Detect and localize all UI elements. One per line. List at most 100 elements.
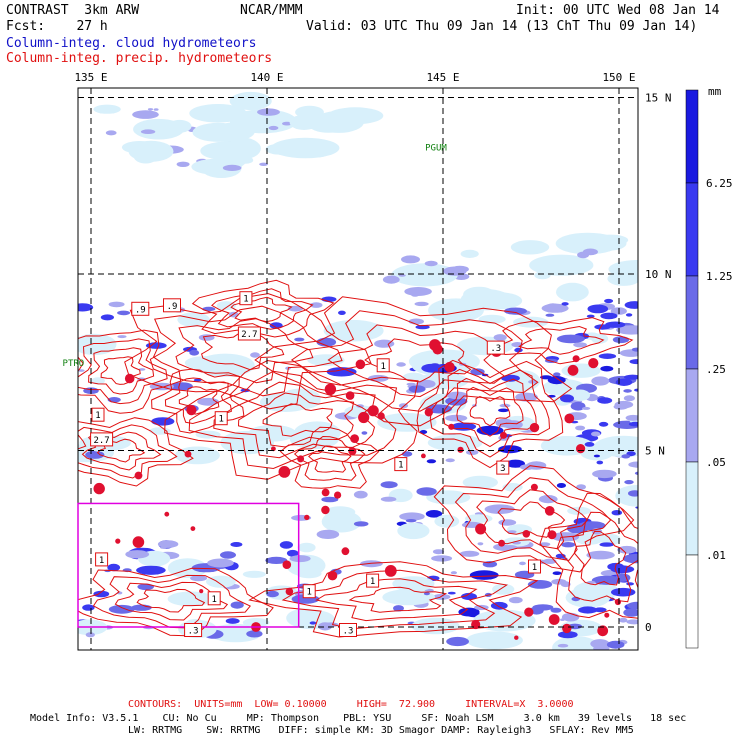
contour-label-box — [131, 301, 150, 316]
cloud-patch — [414, 301, 429, 307]
contour-label: 2.7 — [241, 330, 257, 340]
cloud-patch — [510, 240, 550, 255]
cloud-patch — [361, 431, 368, 435]
cloud-patch — [222, 164, 242, 171]
contour-label: 1 — [218, 415, 223, 425]
precip-cell — [576, 444, 586, 454]
cloud-patch — [399, 512, 425, 521]
cloud-patch — [626, 619, 638, 625]
precip-contour — [136, 588, 206, 613]
cloud-patch — [338, 310, 346, 315]
precip-cell — [186, 405, 197, 416]
precip-cell — [530, 483, 538, 491]
cloud-patch — [628, 461, 638, 468]
precip-cell — [564, 413, 575, 424]
cloud-patch — [552, 571, 562, 575]
cloud-patch — [570, 389, 590, 401]
precip-contour — [175, 318, 314, 384]
precip-cell — [588, 358, 599, 369]
precip-cell — [115, 538, 121, 544]
cloud-patch — [229, 91, 272, 111]
cloud-patch — [624, 480, 634, 485]
contour-label: 1 — [211, 595, 216, 605]
cloud-patch — [504, 307, 527, 315]
cloud-patch — [604, 298, 614, 304]
cloud-patch — [600, 365, 614, 372]
cloud-patch — [157, 540, 179, 548]
precip-cell — [199, 589, 204, 594]
precip-cell — [500, 431, 507, 439]
cloud-patch — [561, 542, 576, 548]
cloud-patch — [592, 469, 617, 479]
cloud-patch — [492, 583, 515, 595]
cloud-patch — [200, 141, 254, 161]
cloud-patch — [616, 325, 638, 335]
cloud-patch — [423, 592, 430, 596]
cloud-patch — [202, 306, 216, 312]
cloud-patch — [230, 542, 243, 547]
precip-cell — [190, 526, 196, 531]
cloud-patch — [250, 352, 260, 358]
cloud-patch — [631, 347, 638, 352]
precip-contour — [78, 338, 168, 405]
lat-label: 10 N — [645, 268, 672, 281]
contour-label-box — [376, 358, 390, 373]
cloud-patch — [380, 496, 397, 502]
cloud-patch — [573, 342, 587, 348]
cloud-patch — [591, 431, 601, 437]
cloud-patch — [584, 442, 595, 447]
place-label: PGUM — [425, 143, 447, 153]
cloud-patch — [598, 421, 609, 427]
precip-cell — [132, 536, 145, 548]
cloud-patch — [628, 421, 638, 427]
cloud-patch — [321, 496, 339, 503]
legend-swatch — [685, 182, 699, 277]
contour-info: CONTOURS: UNITS=mm LOW= 0.10000 HIGH= 72… — [128, 699, 574, 710]
cloud-patch — [230, 601, 244, 609]
cloud-patch — [117, 335, 127, 339]
contour-label-box — [237, 326, 261, 341]
precip-cell — [522, 530, 531, 538]
precip-cell — [327, 570, 338, 581]
precip-contour — [456, 386, 524, 437]
cloud-patch — [590, 639, 610, 649]
cloud-patch — [450, 571, 457, 575]
cloud-patch — [405, 519, 417, 523]
precip-contour — [327, 324, 505, 398]
cloud-patch — [93, 590, 110, 598]
cloud-patch — [543, 558, 557, 564]
cloud-patch — [615, 378, 633, 386]
cloud-patch — [353, 521, 369, 527]
cloud-patch — [623, 608, 638, 617]
cloud-patch — [406, 382, 416, 386]
cloud-patch — [623, 395, 636, 402]
precip-cell — [321, 505, 330, 515]
contour-label: 3 — [500, 464, 505, 474]
cloud-patch — [443, 266, 467, 276]
cloud-patch — [529, 254, 594, 276]
cloud-patch — [566, 523, 589, 534]
precip-cell — [358, 411, 370, 424]
precip-cell — [341, 547, 350, 556]
precip-contour — [211, 288, 314, 330]
cloud-patch — [192, 122, 244, 142]
precip-cell — [278, 466, 291, 478]
cloud-patch — [307, 354, 345, 366]
precip-cell — [304, 514, 310, 521]
precip-cell — [345, 391, 355, 400]
cloud-patch — [132, 110, 159, 119]
cloud-patch — [107, 563, 121, 572]
model-info-line2: LW: RRTMG SW: RRTMG DIFF: simple KM: 3D … — [128, 725, 634, 736]
cloud-patch — [294, 337, 305, 342]
cloud-patch — [515, 392, 538, 402]
cloud-patch — [597, 397, 613, 404]
plot-title: CONTRAST 3km ARW — [6, 3, 140, 18]
cloud-patch — [600, 312, 618, 320]
precip-contour — [416, 359, 564, 469]
precip-contour — [164, 377, 232, 425]
cloud-patch — [561, 302, 569, 306]
cloud-patch — [408, 385, 426, 393]
cloud-patch — [356, 404, 364, 408]
cloud-patch — [391, 263, 458, 287]
